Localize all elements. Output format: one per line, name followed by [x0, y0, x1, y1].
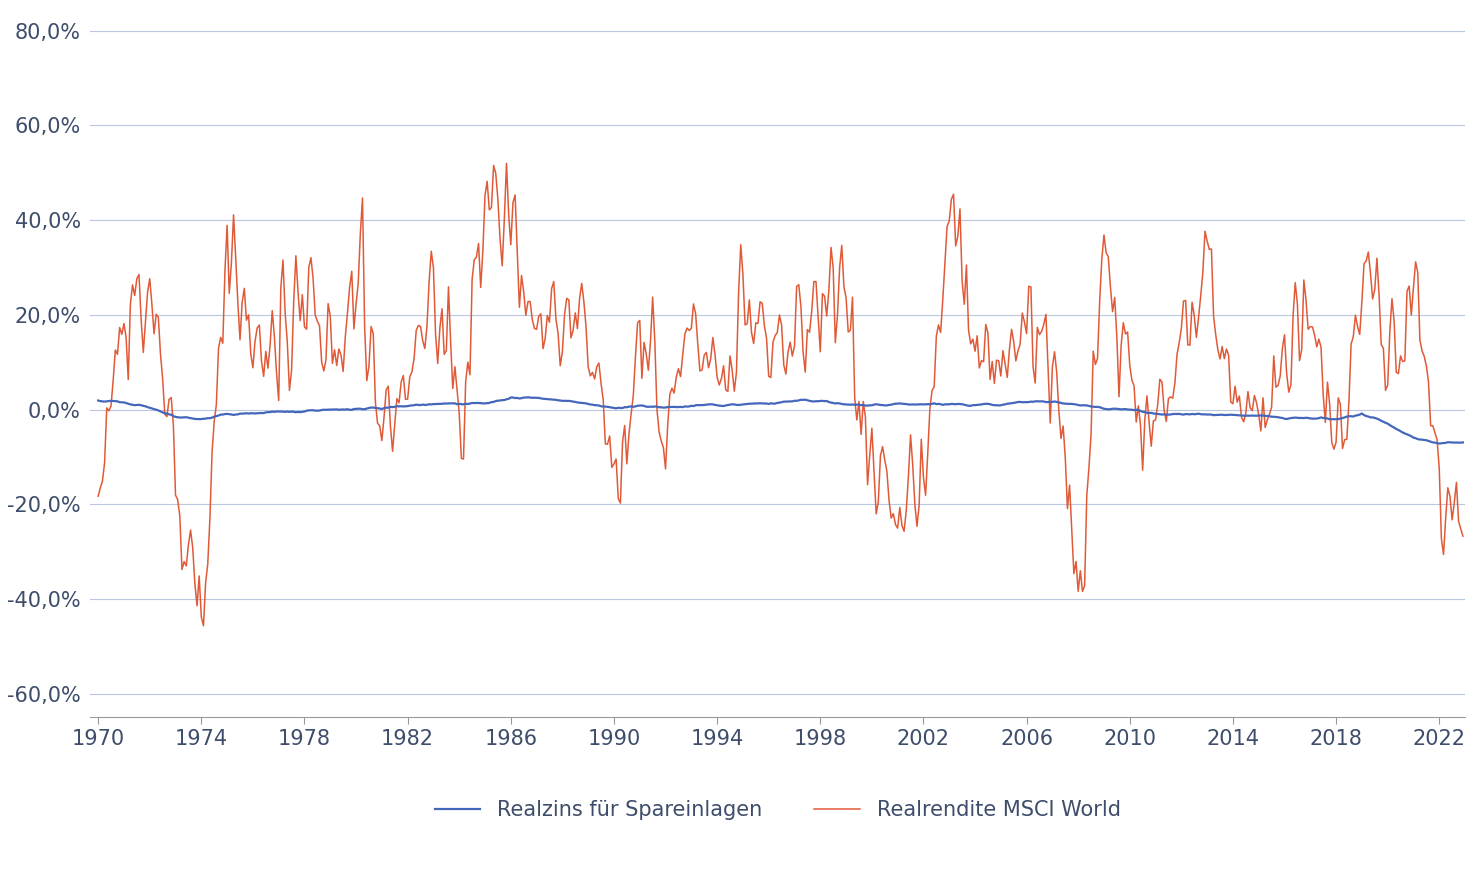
Realrendite MSCI World: [89, 491, 106, 501]
Realrendite MSCI World: [498, 158, 515, 168]
Realzins für Spareinlagen: [1430, 439, 1447, 449]
Realzins für Spareinlagen: [1453, 437, 1471, 447]
Line: Realrendite MSCI World: Realrendite MSCI World: [97, 163, 1462, 626]
Realrendite MSCI World: [1453, 531, 1471, 541]
Legend: Realzins für Spareinlagen, Realrendite MSCI World: Realzins für Spareinlagen, Realrendite M…: [427, 792, 1130, 828]
Realrendite MSCI World: [933, 294, 951, 305]
Realzins für Spareinlagen: [1235, 410, 1252, 421]
Realrendite MSCI World: [1236, 408, 1254, 418]
Realzins für Spareinlagen: [476, 398, 493, 408]
Line: Realzins für Spareinlagen: Realzins für Spareinlagen: [97, 397, 1462, 444]
Realzins für Spareinlagen: [932, 399, 950, 409]
Realrendite MSCI World: [479, 176, 496, 187]
Realzins für Spareinlagen: [518, 392, 536, 402]
Realrendite MSCI World: [535, 344, 552, 354]
Realzins für Spareinlagen: [89, 395, 106, 406]
Realzins für Spareinlagen: [100, 396, 118, 407]
Realzins für Spareinlagen: [1248, 410, 1266, 421]
Realrendite MSCI World: [1250, 409, 1267, 420]
Realzins für Spareinlagen: [532, 393, 549, 404]
Realrendite MSCI World: [195, 620, 213, 631]
Realrendite MSCI World: [100, 406, 118, 416]
